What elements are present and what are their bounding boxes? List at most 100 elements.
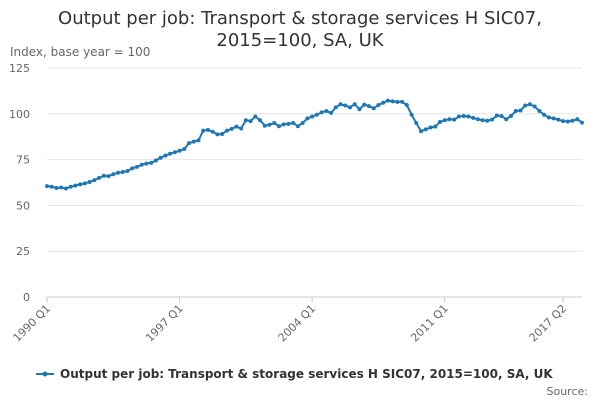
data-point[interactable] [239, 126, 244, 131]
data-point[interactable] [281, 122, 286, 127]
data-point[interactable] [357, 107, 362, 112]
data-point[interactable] [494, 113, 499, 118]
data-point[interactable] [456, 114, 461, 119]
data-point[interactable] [452, 117, 457, 122]
data-point[interactable] [101, 173, 106, 178]
data-point[interactable] [442, 118, 447, 123]
data-point[interactable] [310, 114, 315, 119]
data-point[interactable] [400, 99, 405, 104]
data-point[interactable] [338, 102, 343, 107]
data-point[interactable] [518, 108, 523, 113]
data-point[interactable] [106, 174, 111, 179]
data-point[interactable] [561, 119, 566, 124]
data-point[interactable] [144, 161, 149, 166]
data-point[interactable] [419, 129, 424, 134]
data-point[interactable] [116, 170, 121, 175]
data-point[interactable] [177, 148, 182, 153]
data-point[interactable] [276, 124, 281, 129]
data-point[interactable] [243, 118, 248, 123]
data-point[interactable] [182, 146, 187, 151]
data-point[interactable] [120, 170, 125, 175]
data-point[interactable] [78, 182, 83, 187]
data-point[interactable] [546, 115, 551, 120]
data-point[interactable] [158, 155, 163, 160]
data-point[interactable] [215, 132, 220, 137]
data-point[interactable] [348, 105, 353, 110]
data-point[interactable] [390, 99, 395, 104]
data-point[interactable] [447, 117, 452, 122]
data-point[interactable] [286, 121, 291, 126]
data-point[interactable] [134, 164, 139, 169]
data-point[interactable] [153, 158, 158, 163]
data-point[interactable] [172, 150, 177, 155]
data-point[interactable] [319, 110, 324, 115]
data-point[interactable] [149, 160, 154, 165]
data-point[interactable] [87, 179, 92, 184]
data-point[interactable] [504, 117, 509, 122]
data-point[interactable] [314, 112, 319, 117]
data-point[interactable] [471, 115, 476, 120]
data-point[interactable] [362, 102, 367, 107]
data-point[interactable] [63, 186, 68, 191]
legend[interactable]: Output per job: Transport & storage serv… [36, 367, 553, 381]
data-point[interactable] [480, 118, 485, 123]
data-point[interactable] [428, 125, 433, 130]
data-point[interactable] [272, 120, 277, 125]
data-point[interactable] [333, 105, 338, 110]
data-point[interactable] [523, 103, 528, 108]
data-point[interactable] [92, 178, 97, 183]
data-point[interactable] [381, 100, 386, 105]
data-point[interactable] [352, 102, 357, 107]
data-point[interactable] [305, 116, 310, 121]
data-point[interactable] [191, 139, 196, 144]
data-point[interactable] [201, 128, 206, 133]
data-point[interactable] [329, 110, 334, 115]
data-point[interactable] [404, 103, 409, 108]
data-point[interactable] [267, 122, 272, 127]
data-point[interactable] [513, 109, 518, 114]
data-point[interactable] [433, 124, 438, 129]
data-point[interactable] [125, 168, 130, 173]
data-point[interactable] [537, 109, 542, 114]
data-point[interactable] [508, 114, 513, 118]
data-point[interactable] [580, 120, 584, 125]
data-point[interactable] [59, 185, 64, 190]
data-point[interactable] [324, 109, 329, 114]
data-point[interactable] [570, 118, 575, 123]
data-point[interactable] [437, 120, 442, 125]
data-point[interactable] [485, 118, 490, 123]
data-point[interactable] [248, 119, 253, 124]
data-point[interactable] [234, 124, 239, 129]
data-point[interactable] [210, 129, 215, 134]
data-point[interactable] [220, 131, 225, 136]
data-point[interactable] [343, 103, 348, 108]
data-point[interactable] [45, 184, 49, 189]
data-point[interactable] [253, 114, 258, 119]
data-point[interactable] [409, 112, 414, 117]
data-point[interactable] [371, 106, 376, 111]
data-point[interactable] [111, 172, 116, 177]
data-point[interactable] [130, 166, 135, 171]
data-point[interactable] [466, 114, 471, 119]
data-point[interactable] [73, 183, 78, 188]
data-point[interactable] [499, 114, 504, 118]
data-point[interactable] [49, 184, 54, 189]
data-point[interactable] [423, 127, 428, 132]
data-point[interactable] [551, 116, 556, 121]
data-point[interactable] [385, 98, 390, 103]
data-point[interactable] [68, 184, 73, 189]
data-point[interactable] [490, 117, 495, 122]
data-point[interactable] [262, 123, 267, 128]
data-point[interactable] [475, 117, 480, 122]
data-point[interactable] [187, 141, 192, 146]
data-point[interactable] [82, 181, 87, 186]
data-point[interactable] [168, 151, 173, 156]
data-point[interactable] [366, 104, 371, 109]
data-point[interactable] [139, 162, 144, 167]
data-point[interactable] [414, 120, 419, 125]
data-point[interactable] [291, 120, 296, 125]
data-point[interactable] [542, 112, 547, 117]
data-point[interactable] [376, 103, 381, 108]
data-point[interactable] [229, 126, 234, 131]
data-point[interactable] [224, 128, 229, 133]
